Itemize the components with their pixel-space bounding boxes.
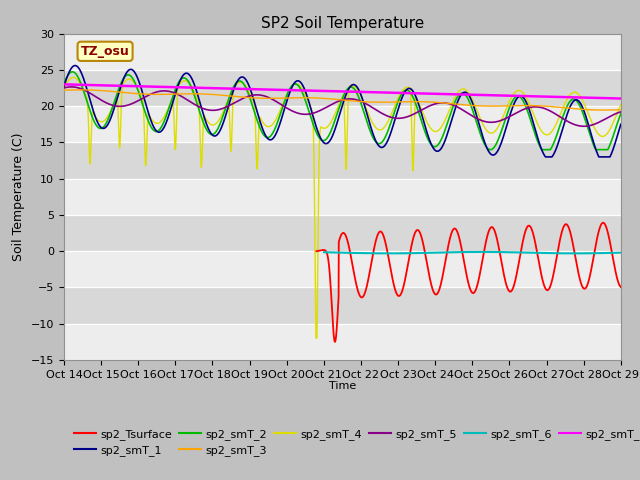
Bar [64, 179, 621, 215]
Text: TZ_osu: TZ_osu [81, 45, 129, 58]
Bar [64, 324, 621, 360]
Bar [64, 34, 621, 70]
Title: SP2 Soil Temperature: SP2 Soil Temperature [260, 16, 424, 31]
Bar [64, 106, 621, 143]
X-axis label: Time: Time [329, 381, 356, 391]
Bar [64, 251, 621, 288]
Y-axis label: Soil Temperature (C): Soil Temperature (C) [12, 132, 26, 261]
Legend: sp2_Tsurface, sp2_smT_1, sp2_smT_2, sp2_smT_3, sp2_smT_4, sp2_smT_5, sp2_smT_6, : sp2_Tsurface, sp2_smT_1, sp2_smT_2, sp2_… [70, 424, 640, 461]
